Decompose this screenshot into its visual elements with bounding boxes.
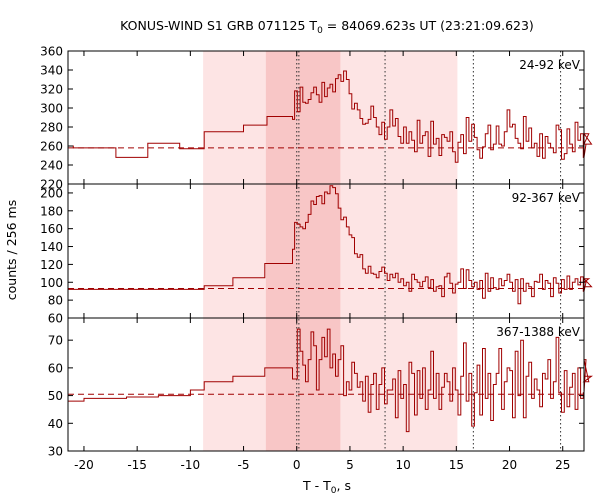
y-tick-label: 70 — [48, 334, 63, 348]
y-tick-label: 220 — [40, 178, 63, 192]
shaded-intervals — [203, 51, 458, 451]
x-tick-label: 20 — [502, 458, 517, 472]
y-axis-label: counts / 256 ms — [4, 200, 19, 300]
y-tick-label: 340 — [40, 64, 63, 78]
y-tick-label: 60 — [48, 361, 63, 375]
energy-band-label: 24-92 keV — [519, 58, 581, 72]
background-levels — [68, 147, 584, 395]
chart-title: KONUS-WIND S1 GRB 071125 T0 = 84069.623s… — [120, 18, 534, 36]
x-tick-label: 5 — [346, 458, 354, 472]
chart-title-subscript: 0 — [317, 26, 323, 36]
y-tick-label: 360 — [40, 45, 63, 59]
x-tick-label: 25 — [555, 458, 570, 472]
y-tick-label: 80 — [48, 294, 63, 308]
light-curve-367-1388-keV — [68, 328, 594, 433]
plot-frames: 24-92 keV 92-367 keV 367-1388 keV — [67, 50, 585, 452]
y-tick-label: 40 — [48, 417, 63, 431]
y-tick-label: 280 — [40, 121, 63, 135]
y-tick-label: 200 — [40, 186, 63, 200]
x-axis-label-rest: , s — [337, 478, 351, 493]
y-tick-label: 320 — [40, 83, 63, 97]
energy-band-label: 367-1388 keV — [496, 325, 580, 339]
x-tick-label: -20 — [74, 458, 94, 472]
chart-title-rest: = 84069.623s UT (23:21:09.623) — [323, 18, 534, 33]
panel-frame — [67, 317, 585, 452]
y-tick-label: 140 — [40, 240, 63, 254]
x-tick-label: 0 — [293, 458, 301, 472]
x-tick-label: 15 — [449, 458, 464, 472]
y-tick-label: 240 — [40, 159, 63, 173]
shaded-interval-dark — [265, 51, 341, 451]
y-tick-label: 120 — [40, 258, 63, 272]
y-tick-label: 160 — [40, 222, 63, 236]
y-tick-label: 260 — [40, 140, 63, 154]
light-curves — [68, 70, 594, 433]
y-tick-label: 300 — [40, 102, 63, 116]
x-tick-label: -10 — [181, 458, 201, 472]
x-axis-label: T - T0, s — [302, 478, 351, 496]
energy-band-label: 92-367 keV — [512, 191, 581, 205]
axis-ticks: 2202402602803003203403606080100120140160… — [40, 45, 584, 472]
x-tick-label: -5 — [238, 458, 250, 472]
x-tick-label: -15 — [127, 458, 147, 472]
y-tick-label: 60 — [48, 312, 63, 326]
y-tick-label: 50 — [48, 389, 63, 403]
x-axis-label-subscript: 0 — [331, 486, 337, 496]
x-tick-label: 10 — [395, 458, 410, 472]
light-curve-92-367-keV — [68, 185, 593, 305]
y-tick-label: 180 — [40, 204, 63, 218]
light-curve-24-92-keV — [68, 70, 593, 163]
y-tick-label: 100 — [40, 276, 63, 290]
time-markers — [296, 51, 562, 451]
y-tick-label: 30 — [48, 445, 63, 459]
